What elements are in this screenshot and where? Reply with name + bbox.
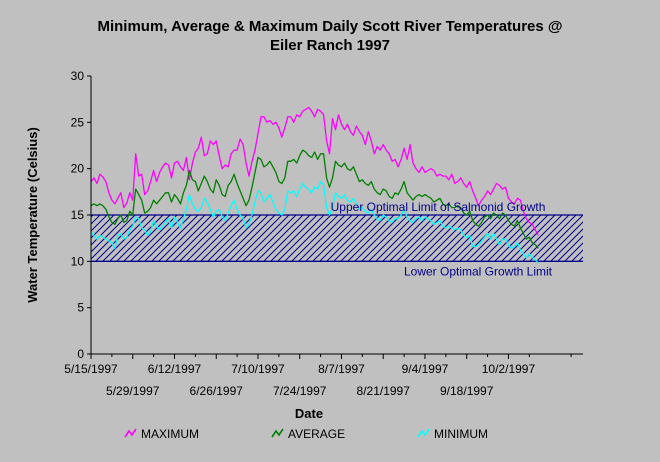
y-tick-label: 25	[71, 115, 85, 129]
x-tick-label: 8/21/1997	[357, 384, 411, 398]
legend-swatch-average	[271, 428, 284, 438]
lower-limit-label: Lower Optimal Growth Limit	[404, 264, 553, 278]
x-tick-label: 6/26/1997	[190, 384, 244, 398]
x-axis-label: Date	[295, 406, 323, 421]
legend-label-average: AVERAGE	[288, 427, 345, 441]
x-tick-label: 7/24/1997	[273, 384, 327, 398]
x-tick-label: 10/2/1997	[482, 362, 536, 376]
y-tick-label: 20	[71, 162, 85, 176]
x-tick-label: 8/7/1997	[318, 362, 365, 376]
x-tick-label: 9/18/1997	[440, 384, 494, 398]
upper-limit-label: Upper Optimal Limit of Salmonid Growth	[331, 200, 546, 214]
series-line-average	[90, 149, 539, 249]
chart-title-line-1: Minimum, Average & Maximum Daily Scott R…	[97, 18, 562, 35]
legend-swatch-minimum	[417, 428, 430, 438]
x-tick-label: 5/29/1997	[106, 384, 160, 398]
x-tick-label: 7/10/1997	[231, 362, 285, 376]
chart-title-line-2: Eiler Ranch 1997	[270, 37, 390, 54]
y-tick-label: 5	[77, 301, 84, 315]
y-tick-label: 30	[71, 69, 85, 83]
legend: MAXIMUM AVERAGE MINIMUM	[124, 427, 488, 441]
series-line-maximum	[90, 106, 539, 236]
y-tick-label: 15	[71, 208, 85, 222]
legend-label-minimum: MINIMUM	[434, 427, 488, 441]
x-tick-label: 9/4/1997	[402, 362, 449, 376]
series-line-minimum	[90, 180, 539, 264]
x-tick-label: 6/12/1997	[148, 362, 202, 376]
plot-area: Upper Optimal Limit of Salmonid Growth Lo…	[64, 69, 583, 398]
y-tick-label: 0	[77, 347, 84, 361]
y-tick-label: 10	[71, 254, 85, 268]
x-tick-label: 5/15/1997	[64, 362, 118, 376]
legend-swatch-maximum	[124, 428, 137, 438]
y-axis-label: Water Temperature (Celsius)	[25, 127, 40, 303]
legend-label-maximum: MAXIMUM	[141, 427, 199, 441]
